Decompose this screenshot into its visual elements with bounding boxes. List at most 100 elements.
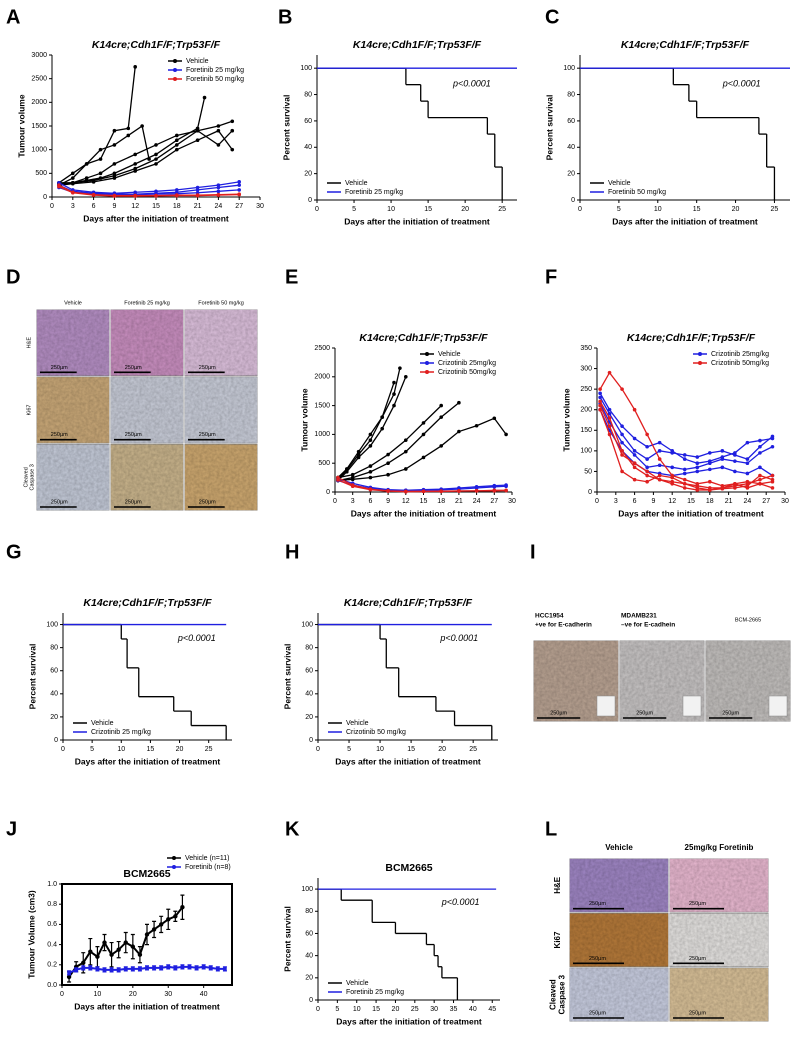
data-point [216, 143, 221, 147]
data-point [166, 965, 171, 969]
histology-image [36, 309, 110, 377]
legend-label: Crizotinib 50mg/kg [438, 369, 496, 376]
plot-frame [61, 883, 233, 986]
histology-image [36, 443, 110, 511]
data-point [230, 147, 235, 152]
data-point [74, 968, 78, 972]
y-tick-label: 20 [305, 714, 313, 721]
y-tick-label: 0 [308, 197, 312, 204]
data-point [620, 453, 624, 457]
x-tick-label: 25 [469, 746, 477, 753]
data-point [126, 126, 131, 131]
data-point [173, 966, 178, 970]
column-header: –ve for E-cadhein [621, 622, 675, 629]
data-point [670, 449, 674, 453]
data-point [720, 486, 725, 490]
data-point [733, 459, 737, 463]
histology-image [569, 967, 669, 1022]
chart-title: K14cre;Cdh1F/F;Trp53F/F [359, 332, 488, 344]
histology-image [569, 912, 669, 968]
legend-label: Foretinib 25 mg/kg [186, 67, 244, 74]
data-point [657, 473, 662, 478]
row-label: H&E [26, 337, 32, 349]
data-line [58, 129, 233, 184]
data-line [58, 120, 233, 185]
data-point [404, 375, 408, 379]
data-point [492, 416, 497, 421]
data-point [421, 432, 426, 437]
y-tick-label: 20 [567, 170, 575, 177]
x-axis-label: Days after the initiation of treatment [75, 756, 221, 766]
data-point [386, 489, 390, 493]
data-point [112, 194, 117, 198]
x-tick-label: 6 [368, 498, 372, 505]
data-point [457, 429, 461, 434]
data-point [102, 940, 107, 945]
scale-label: 250µm [125, 432, 142, 438]
scale-label: 250µm [51, 499, 68, 505]
x-tick-label: 25 [498, 206, 506, 213]
data-point [368, 475, 373, 480]
x-tick-label: 0 [50, 203, 54, 210]
data-point [758, 444, 762, 449]
x-tick-label: 12 [131, 203, 139, 210]
data-line [58, 185, 240, 197]
data-point [137, 952, 143, 957]
x-tick-label: 3 [614, 498, 618, 505]
y-tick-label: 150 [580, 427, 592, 434]
data-point [770, 444, 775, 449]
x-axis-label: Days after the initiation of treatment [351, 508, 497, 518]
y-tick-label: 60 [50, 668, 58, 675]
y-tick-label: 40 [305, 691, 313, 698]
data-point [368, 432, 373, 437]
data-point [632, 477, 637, 482]
data-point [91, 193, 96, 197]
x-tick-label: 9 [651, 498, 655, 505]
legend-label: Vehicle [438, 351, 461, 358]
data-point [154, 143, 158, 147]
data-point [368, 438, 373, 442]
annotation: p<0.0001 [441, 897, 480, 907]
data-point [632, 449, 637, 453]
x-tick-label: 27 [235, 203, 243, 210]
data-point [356, 455, 361, 460]
histology-image [184, 443, 258, 511]
x-tick-label: 20 [461, 206, 469, 213]
data-point [67, 971, 71, 975]
data-point [457, 489, 461, 493]
data-point [368, 464, 373, 468]
data-point [708, 451, 712, 455]
y-axis-label: Tumour Volume (cm3) [26, 890, 36, 979]
x-tick-label: 20 [438, 746, 446, 753]
data-point [180, 905, 185, 910]
panel-letter: I [530, 541, 536, 563]
chart-title: K14cre;Cdh1F/F;Trp53F/F [353, 39, 482, 51]
x-tick-label: 9 [386, 498, 390, 505]
y-axis-label: Tumour volume [16, 94, 26, 157]
x-tick-label: 20 [176, 746, 184, 753]
data-point [216, 185, 221, 190]
y-tick-label: 80 [567, 91, 575, 98]
legend-label: Vehicle [346, 720, 369, 727]
histology-image [184, 309, 258, 377]
data-point [682, 467, 687, 472]
data-point [645, 465, 649, 470]
y-tick-label: 100 [301, 621, 313, 628]
column-header: 25mg/kg Foretinib [685, 843, 754, 852]
legend-marker [425, 352, 429, 356]
x-tick-label: 12 [402, 498, 410, 505]
data-point [598, 395, 602, 400]
data-point [645, 444, 649, 449]
annotation: p<0.0001 [452, 78, 491, 88]
data-line [337, 402, 460, 482]
y-tick-label: 60 [304, 118, 312, 125]
y-tick-label: 100 [580, 448, 592, 455]
data-point [733, 469, 737, 474]
data-point [745, 440, 750, 445]
data-point [131, 967, 135, 971]
histology-image [110, 309, 184, 377]
data-point [57, 184, 61, 189]
x-tick-label: 15 [693, 206, 701, 213]
data-point [682, 481, 687, 486]
scale-label: 250µm [199, 432, 216, 438]
